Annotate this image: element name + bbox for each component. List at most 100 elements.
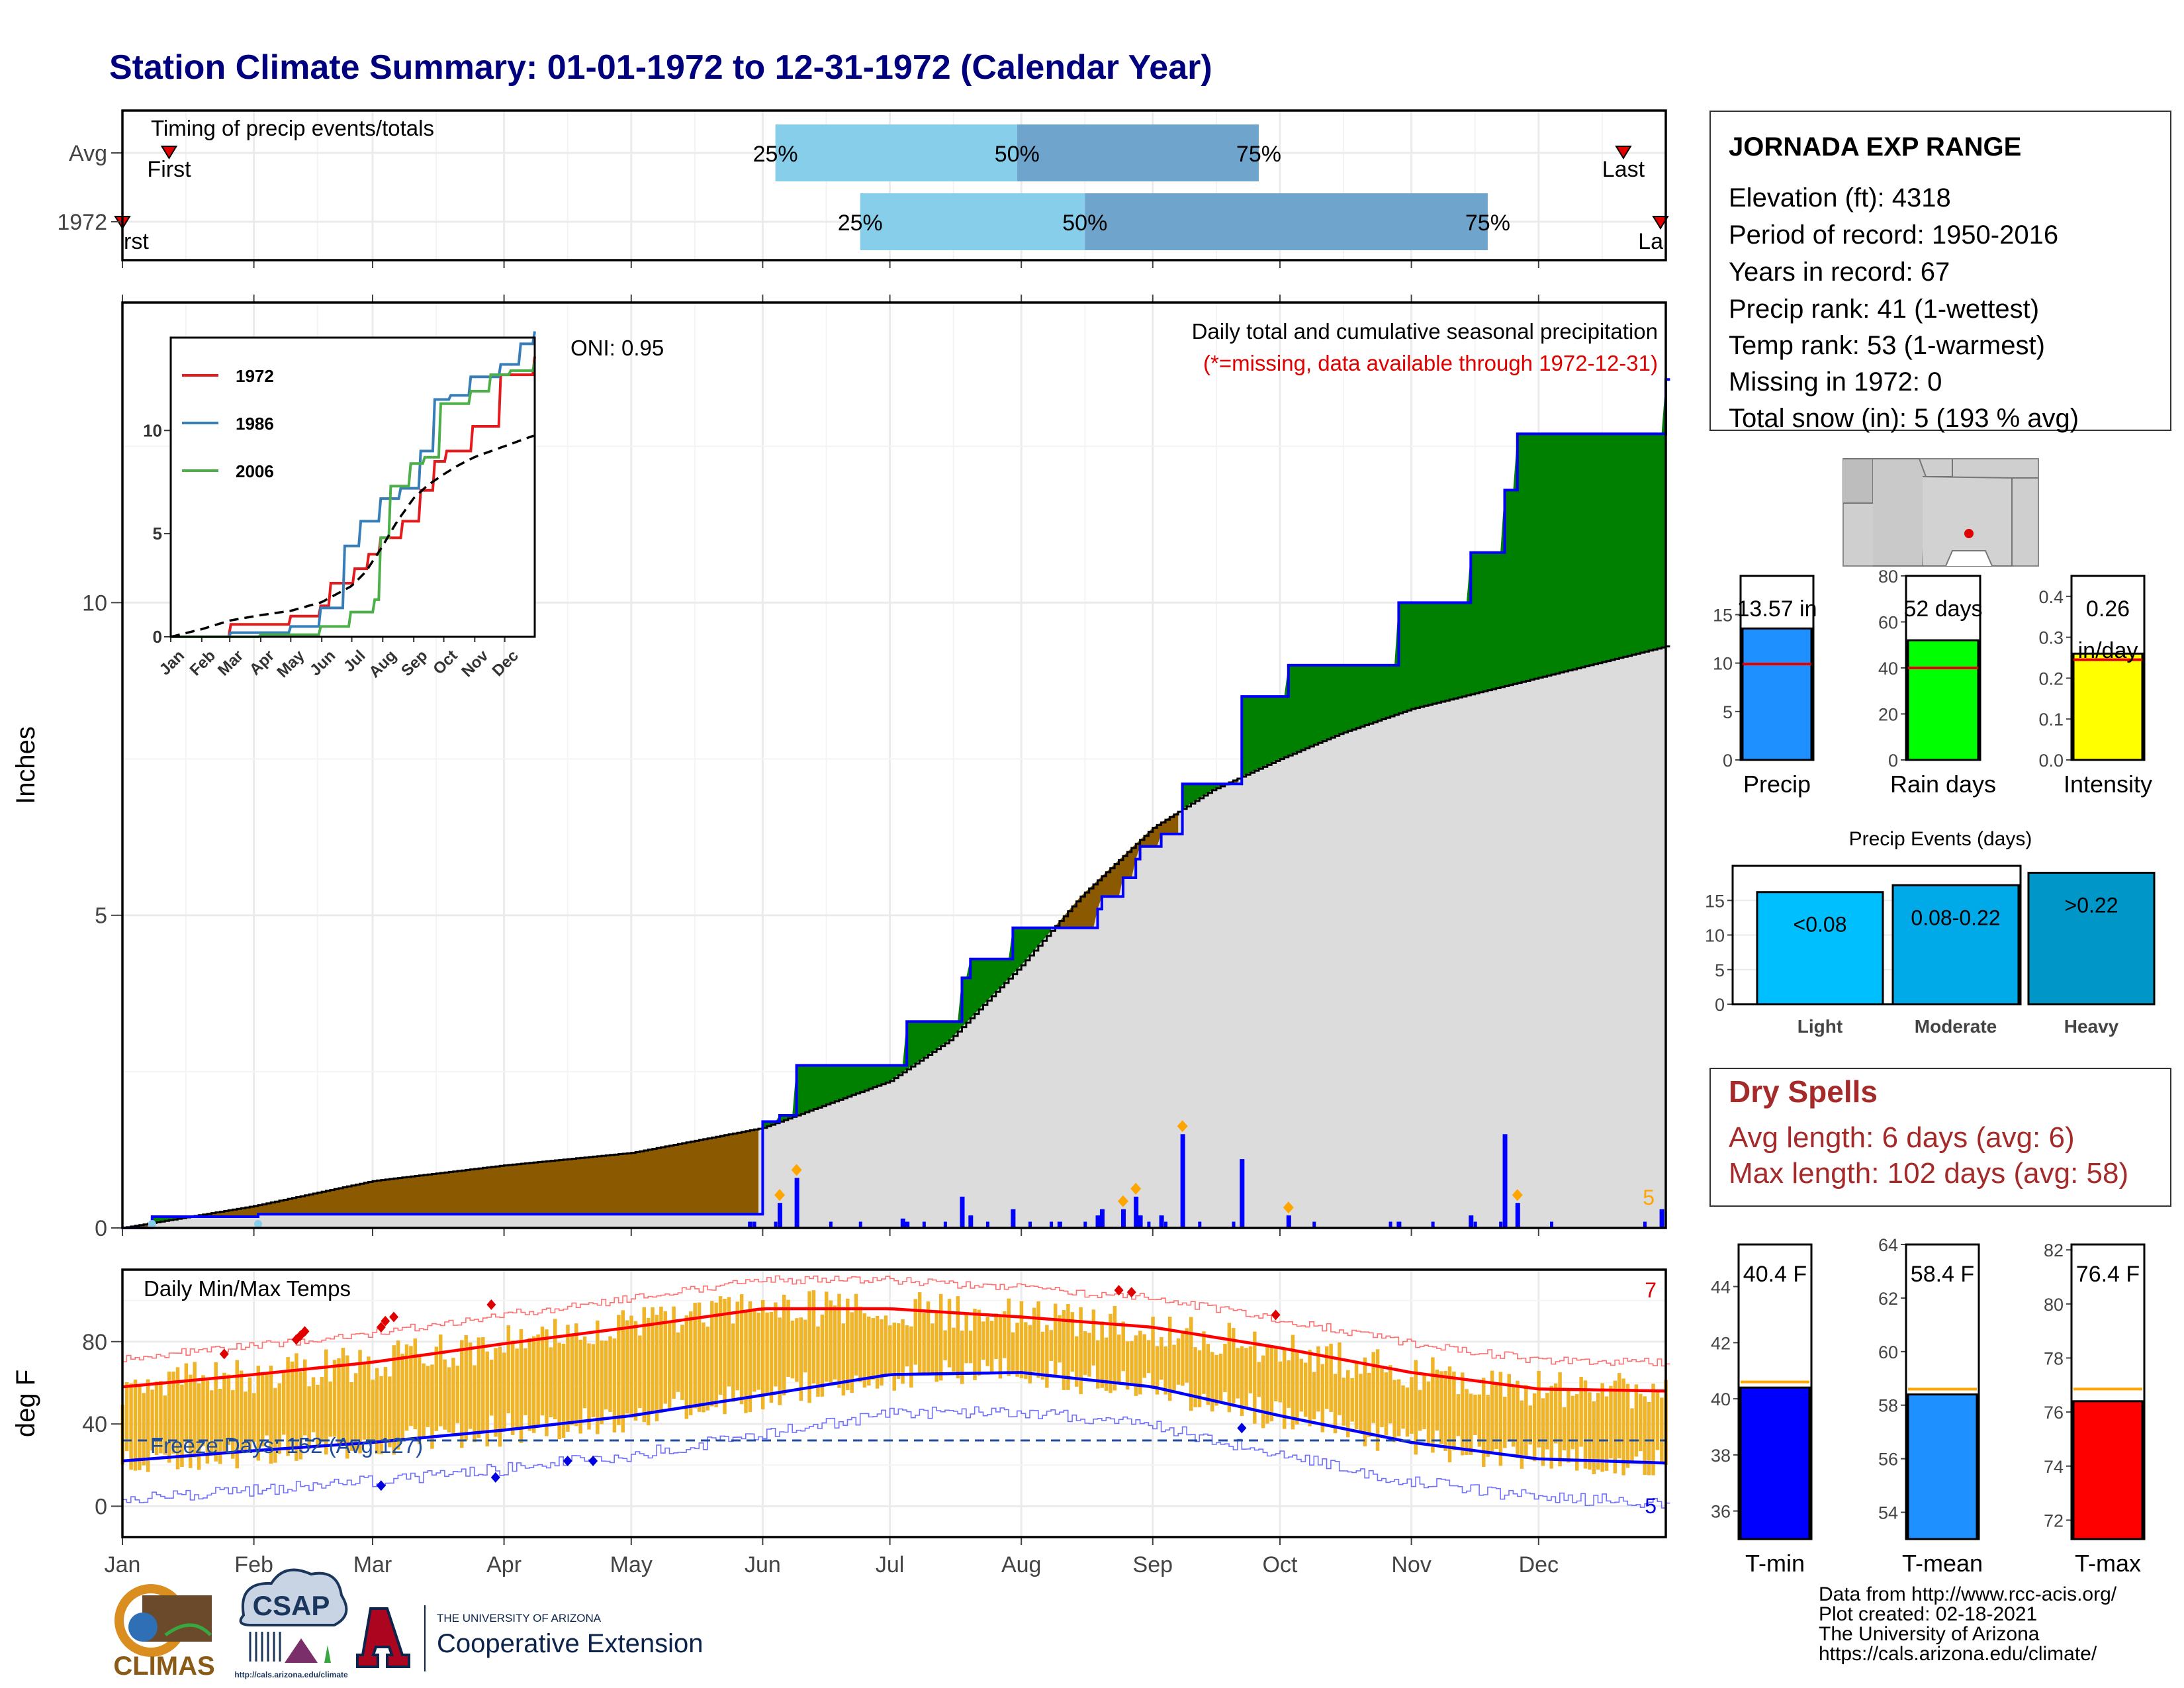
daily-temp-bar (1142, 1334, 1146, 1378)
daily-temp-bar (947, 1299, 952, 1368)
daily-temp-bar (994, 1313, 998, 1359)
daily-temp-bar (451, 1358, 455, 1434)
daily-temp-bar (1291, 1335, 1295, 1430)
daily-temp-bar (531, 1336, 536, 1433)
daily-precip-bar (1099, 1209, 1105, 1228)
daily-temp-bar (332, 1360, 337, 1437)
record-low-marker (376, 1480, 386, 1491)
daily-temp-bar (1113, 1305, 1117, 1391)
timing-frame (121, 109, 1667, 261)
event-bar-Light (1756, 891, 1884, 1006)
daily-temp-bar (633, 1321, 638, 1421)
daily-temp-bar (1265, 1346, 1269, 1424)
daily-temp-bar (1003, 1311, 1007, 1358)
daily-temp-bar (1452, 1372, 1456, 1450)
daily-temp-bar (600, 1340, 604, 1425)
daily-temp-bar (438, 1334, 443, 1427)
events-y-tick: 5 (1715, 961, 1725, 980)
temp-summary-y-tick: 64 (1878, 1235, 1898, 1255)
daily-temp-bar (180, 1384, 184, 1467)
daily-temp-bar (1456, 1394, 1461, 1436)
month-label: Aug (1001, 1552, 1042, 1577)
daily-precip-bar (794, 1178, 799, 1228)
daily-temp-bar (473, 1365, 477, 1442)
daily-temp-bar (1223, 1344, 1227, 1392)
avg-q50-label: 50% (995, 142, 1040, 167)
daily-temp-bar (1469, 1393, 1473, 1455)
record-high-marker (1126, 1287, 1136, 1298)
record-low-marker (588, 1456, 598, 1467)
temp-summary-y-tick: 74 (2044, 1457, 2064, 1477)
daily-precip-bar (1312, 1221, 1316, 1228)
daily-temp-bar (1189, 1317, 1193, 1411)
daily-temp-bar (367, 1356, 371, 1443)
daily-temp-bar (447, 1367, 451, 1432)
daily-temp-bar (1299, 1358, 1304, 1412)
daily-temp-bar (523, 1348, 527, 1415)
daily-temp-bar (1167, 1317, 1172, 1401)
daily-temp-bar (362, 1362, 367, 1440)
daily-precip-bar (858, 1221, 862, 1228)
daily-temp-bar (392, 1345, 396, 1455)
daily-temp-bar (1520, 1400, 1524, 1469)
events-y-tick: 0 (1715, 995, 1725, 1015)
events-y-tick: 10 (1705, 926, 1725, 946)
daily-temp-bar (290, 1361, 295, 1448)
daily-precip-bar (1515, 1203, 1520, 1228)
daily-temp-bar (1545, 1393, 1549, 1450)
daily-temp-bar (557, 1342, 561, 1440)
daily-precip-bar (1138, 1215, 1143, 1228)
temp-summary-y-tick: 40 (1711, 1389, 1731, 1409)
daily-temp-bar (175, 1367, 180, 1470)
daily-temp-bar (400, 1353, 404, 1440)
daily-temp-bar (1503, 1396, 1507, 1448)
daily-temp-bar (265, 1374, 269, 1436)
daily-temp-bar (1516, 1380, 1520, 1458)
daily-temp-bar (841, 1323, 846, 1396)
daily-temp-bar (1588, 1392, 1592, 1470)
daily-precip-bar (985, 1221, 989, 1228)
ua-line1: THE UNIVERSITY OF ARIZONA (437, 1612, 602, 1624)
daily-temp-bar (1227, 1323, 1232, 1413)
daily-temp-bar (718, 1296, 723, 1395)
temp-summary-y-tick: 82 (2044, 1241, 2064, 1260)
daily-precip-bar (922, 1221, 926, 1228)
climas-text: CLIMAS (113, 1652, 214, 1681)
summary-y-tick: 80 (1878, 567, 1898, 586)
daily-temp-bar (281, 1370, 286, 1435)
daily-temp-bar (888, 1325, 892, 1376)
daily-temp-bar (1350, 1378, 1354, 1422)
station-missing: Missing in 1972: 0 (1729, 367, 1942, 397)
daily-temp-bar (231, 1389, 235, 1459)
daily-temp-bar (1091, 1309, 1096, 1366)
surplus-area (1242, 379, 1666, 777)
deficit-area (1055, 812, 1179, 928)
daily-temp-bar (171, 1372, 175, 1454)
daily-temp-bar (1431, 1357, 1435, 1453)
inset-average-line (170, 434, 535, 638)
temp-summary-axis-label: T-mean (1902, 1550, 1983, 1577)
1972-last-label: La (1638, 229, 1663, 254)
daily-temp-bar (854, 1293, 858, 1376)
daily-precip-bar (1499, 1221, 1503, 1228)
daily-temp-bar (1494, 1383, 1498, 1450)
precip-note: Daily total and cumulative seasonal prec… (1192, 319, 1658, 344)
summary-value-label: 52 days (1903, 596, 1982, 622)
daily-temp-bar (142, 1393, 146, 1466)
daily-temp-bar (676, 1332, 680, 1392)
daily-temp-bar (1274, 1346, 1278, 1401)
daily-temp-bar (311, 1377, 316, 1432)
daily-temp-bar (684, 1315, 689, 1419)
daily-precip-bar (748, 1221, 753, 1228)
temp-summary-y-tick: 54 (1878, 1503, 1898, 1523)
daily-temp-bar (1151, 1317, 1155, 1389)
daily-temp-bar (1329, 1343, 1333, 1413)
daily-temp-bar (1134, 1335, 1138, 1396)
summary-y-tick: 20 (1878, 705, 1898, 725)
daily-temp-bar (807, 1291, 811, 1403)
daily-precip-bar (1431, 1221, 1435, 1228)
daily-temp-bar (693, 1303, 697, 1409)
daily-temp-bar (341, 1348, 345, 1446)
daily-precip-bar (829, 1221, 833, 1228)
oni-label: ONI: 0.95 (570, 336, 664, 360)
